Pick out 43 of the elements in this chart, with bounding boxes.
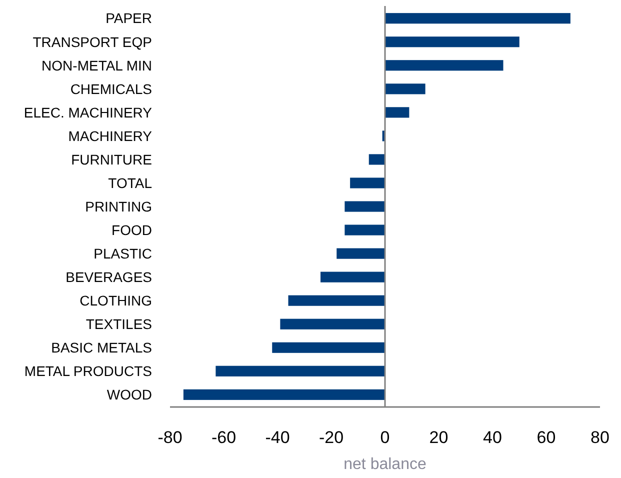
y-tick-label: NON-METAL MIN (42, 57, 152, 74)
bar (280, 318, 385, 330)
bar (385, 13, 570, 24)
x-tick-label: -20 (318, 428, 344, 447)
y-tick-label: ELEC. MACHINERY (24, 104, 153, 120)
x-tick-label: -80 (158, 428, 182, 447)
y-tick-label: CHEMICALS (70, 80, 152, 97)
bar (385, 36, 520, 48)
bar (216, 366, 385, 376)
x-tick-label: 40 (483, 428, 502, 447)
bar (385, 84, 426, 94)
y-tick-label: TOTAL (108, 174, 152, 191)
bar (344, 224, 385, 236)
y-tick-label: TEXTILES (86, 316, 152, 332)
y-tick-label: PAPER (106, 10, 152, 26)
x-tick-label: 60 (536, 428, 556, 447)
x-tick-label: -40 (265, 428, 290, 447)
bar (368, 154, 385, 165)
bar (344, 201, 385, 212)
bar (183, 389, 385, 400)
x-tick-label: 80 (590, 428, 610, 447)
y-tick-label: BEVERAGES (66, 268, 152, 285)
bar (385, 60, 504, 71)
y-tick-label: CLOTHING (80, 292, 152, 308)
y-tick-label: WOOD (106, 386, 152, 403)
y-tick-label: METAL PRODUCTS (24, 363, 152, 380)
bar (320, 272, 385, 282)
y-tick-label: PLASTIC (94, 245, 152, 262)
y-tick-label: FURNITURE (71, 151, 152, 168)
y-tick-label: MACHINERY (68, 128, 153, 144)
x-tick-label: 20 (429, 428, 448, 447)
bar (336, 248, 385, 259)
x-axis-title: net balance (344, 456, 426, 473)
bar (385, 107, 410, 118)
bar (288, 295, 385, 306)
bar (272, 342, 385, 353)
y-tick-label: FOOD (112, 222, 152, 238)
y-tick-label: TRANSPORT EQP (32, 34, 152, 50)
x-tick-label: -60 (211, 428, 236, 447)
y-tick-label: PRINTING (85, 198, 152, 214)
y-tick-label: BASIC METALS (51, 340, 152, 356)
bar (350, 178, 385, 188)
x-tick-label: 0 (380, 428, 390, 447)
